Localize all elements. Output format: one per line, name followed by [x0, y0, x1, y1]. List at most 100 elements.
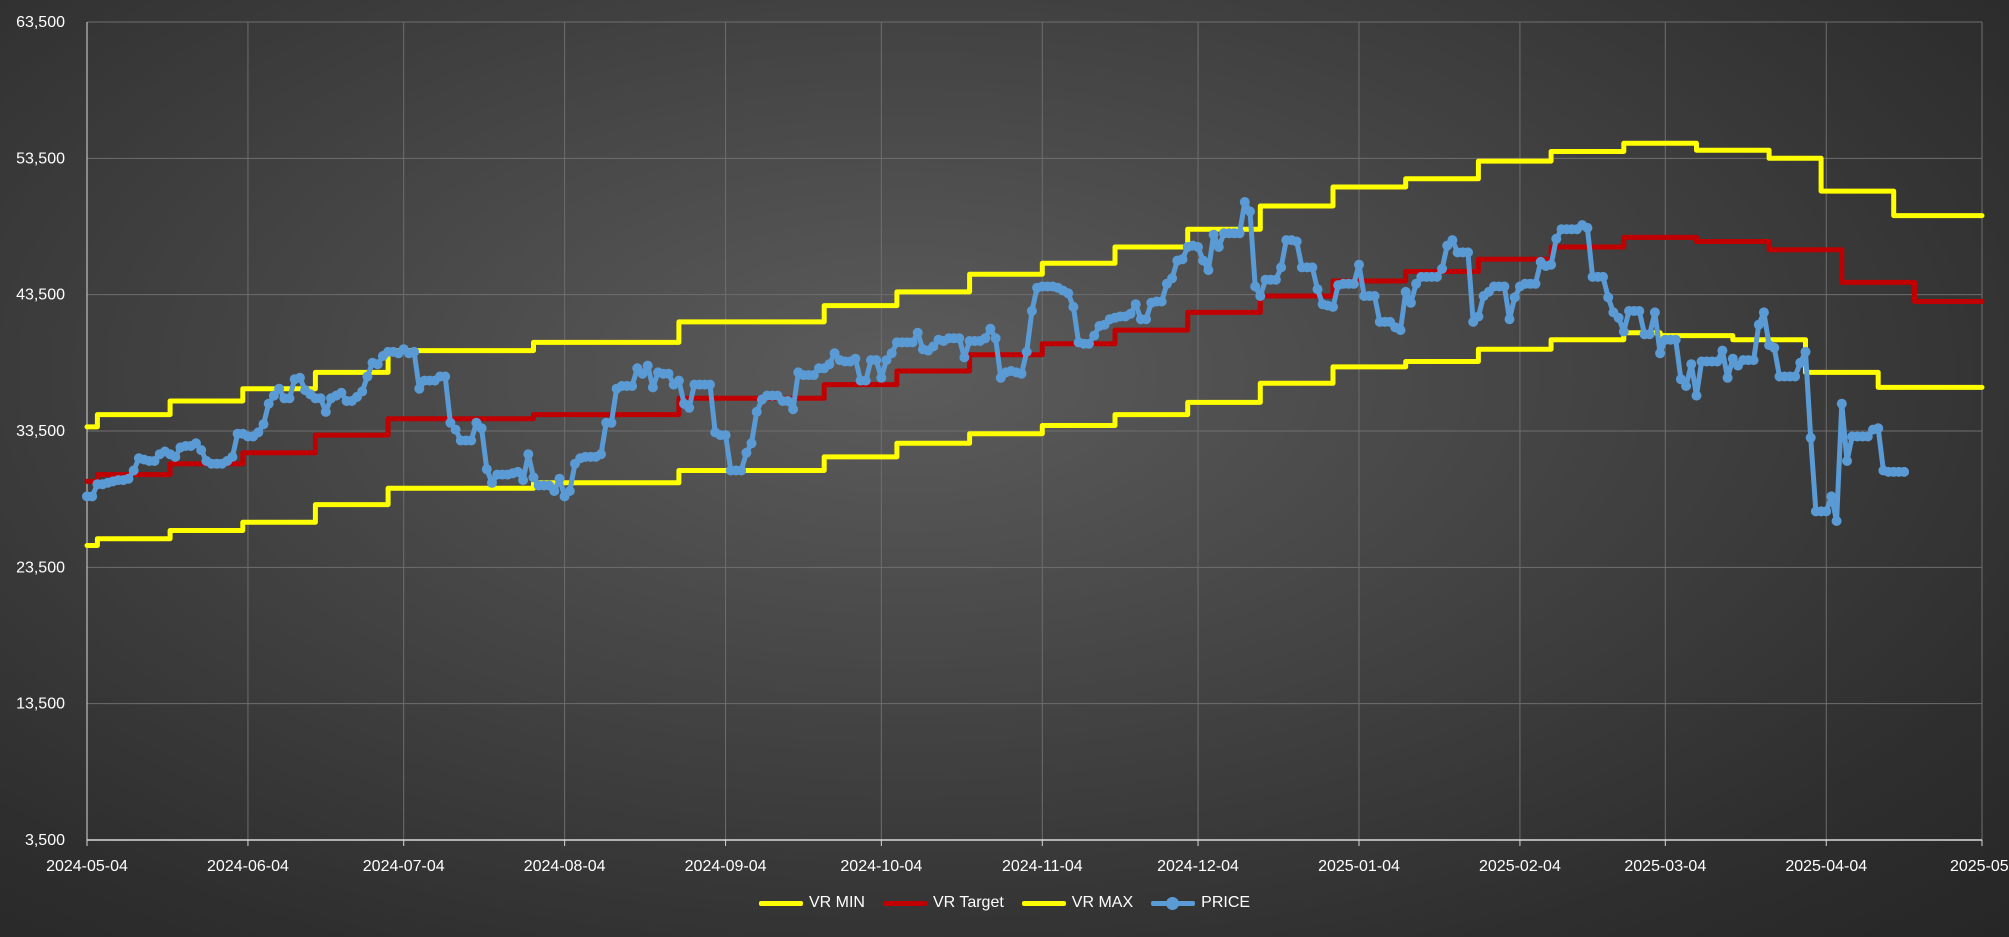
- legend-label-vr-max: VR MAX: [1071, 894, 1134, 911]
- price-point: [554, 473, 565, 484]
- price-point: [466, 435, 477, 446]
- series-line-vr-target: [84, 234, 1985, 484]
- price-point: [1245, 206, 1255, 217]
- legend-swatch-vr-max: [1021, 900, 1066, 906]
- price-point: [1437, 263, 1448, 274]
- price-point: [808, 370, 819, 381]
- price-point: [1255, 291, 1266, 301]
- price-point: [362, 371, 373, 382]
- price-point: [824, 359, 835, 370]
- price-point: [1447, 235, 1458, 246]
- price-point: [684, 402, 695, 413]
- price-point: [1873, 423, 1884, 434]
- price-point: [227, 451, 238, 462]
- legend-swatch-price: [1151, 896, 1196, 910]
- legend-swatch-vr-min: [758, 900, 803, 906]
- price-point: [409, 346, 420, 357]
- price-point: [954, 333, 965, 344]
- price-point: [268, 390, 279, 401]
- price-point: [1213, 242, 1224, 252]
- price-point: [128, 465, 139, 476]
- price-point: [1603, 292, 1614, 303]
- price-point: [1681, 381, 1692, 391]
- series-line-vr-min: [84, 330, 1985, 548]
- price-point: [1431, 271, 1442, 282]
- price-point: [980, 333, 991, 344]
- price-point: [1016, 368, 1027, 379]
- x-tick-label: 2024-07-04: [363, 858, 445, 875]
- x-tick-label: 2024-06-04: [207, 858, 289, 875]
- price-point: [1717, 345, 1728, 356]
- legend-item-vr-target: VR Target: [882, 894, 1004, 912]
- x-tick-label: 2024-08-04: [524, 858, 606, 875]
- price-point: [372, 359, 383, 370]
- price-point: [1089, 330, 1100, 341]
- price-point: [440, 371, 451, 382]
- price-point: [1193, 242, 1203, 252]
- x-tick-label: 2024-10-04: [840, 858, 922, 875]
- price-point: [1836, 398, 1847, 409]
- price-point: [357, 386, 368, 397]
- price-point: [1899, 466, 1910, 477]
- price-point: [985, 323, 996, 334]
- price-point: [1821, 506, 1832, 517]
- price-point: [673, 375, 684, 386]
- price-point: [1790, 371, 1801, 382]
- price-point: [1675, 374, 1686, 385]
- price-point: [1400, 286, 1411, 297]
- price-point: [518, 475, 529, 486]
- price-point: [1208, 229, 1219, 240]
- y-tick-label: 43,500: [16, 287, 65, 304]
- price-point: [450, 424, 461, 435]
- price-point: [87, 491, 98, 502]
- price-point: [274, 383, 285, 394]
- y-tick-label: 33,500: [16, 423, 65, 440]
- x-tick-label: 2025-05-: [1950, 858, 2009, 875]
- price-point: [1795, 357, 1806, 368]
- price-point: [523, 449, 534, 460]
- price-point: [1130, 299, 1141, 310]
- y-tick-label: 23,500: [16, 559, 65, 576]
- price-point: [1800, 346, 1811, 357]
- price-point: [850, 353, 861, 364]
- x-tick-label: 2024-11-04: [1002, 858, 1083, 875]
- price-point: [336, 387, 347, 398]
- price-point: [1686, 359, 1697, 370]
- price-point: [746, 438, 757, 449]
- price-point: [627, 381, 638, 391]
- price-point: [1670, 334, 1681, 345]
- price-point: [320, 406, 331, 417]
- price-point: [549, 486, 560, 496]
- price-point: [990, 333, 1001, 344]
- price-point: [642, 360, 653, 371]
- price-point: [876, 372, 887, 383]
- price-point: [1411, 278, 1422, 289]
- price-point: [1862, 431, 1873, 442]
- price-point: [258, 419, 269, 430]
- price-point: [1369, 291, 1380, 301]
- price-point: [1021, 346, 1032, 357]
- price-point: [647, 382, 658, 393]
- price-point: [512, 466, 523, 477]
- price-point: [1753, 319, 1764, 330]
- price-point: [253, 427, 264, 438]
- price-point: [1167, 273, 1178, 284]
- price-point: [1250, 281, 1261, 292]
- price-point: [1270, 274, 1281, 285]
- price-point: [1156, 296, 1167, 307]
- series-line-vr-max: [84, 140, 1985, 430]
- price-point: [1649, 307, 1660, 318]
- price-point: [1748, 355, 1759, 366]
- price-point: [606, 417, 617, 428]
- price-point: [445, 417, 456, 428]
- price-point: [1551, 233, 1562, 244]
- legend-item-price: PRICE: [1151, 894, 1250, 912]
- price-point: [1328, 301, 1338, 312]
- price-point: [1805, 432, 1816, 443]
- price-point: [1691, 390, 1702, 401]
- x-tick-label: 2025-02-04: [1479, 858, 1561, 875]
- price-point: [1291, 236, 1302, 247]
- legend-swatch-vr-target: [882, 900, 927, 906]
- legend-label-vr-min: VR MIN: [808, 894, 865, 911]
